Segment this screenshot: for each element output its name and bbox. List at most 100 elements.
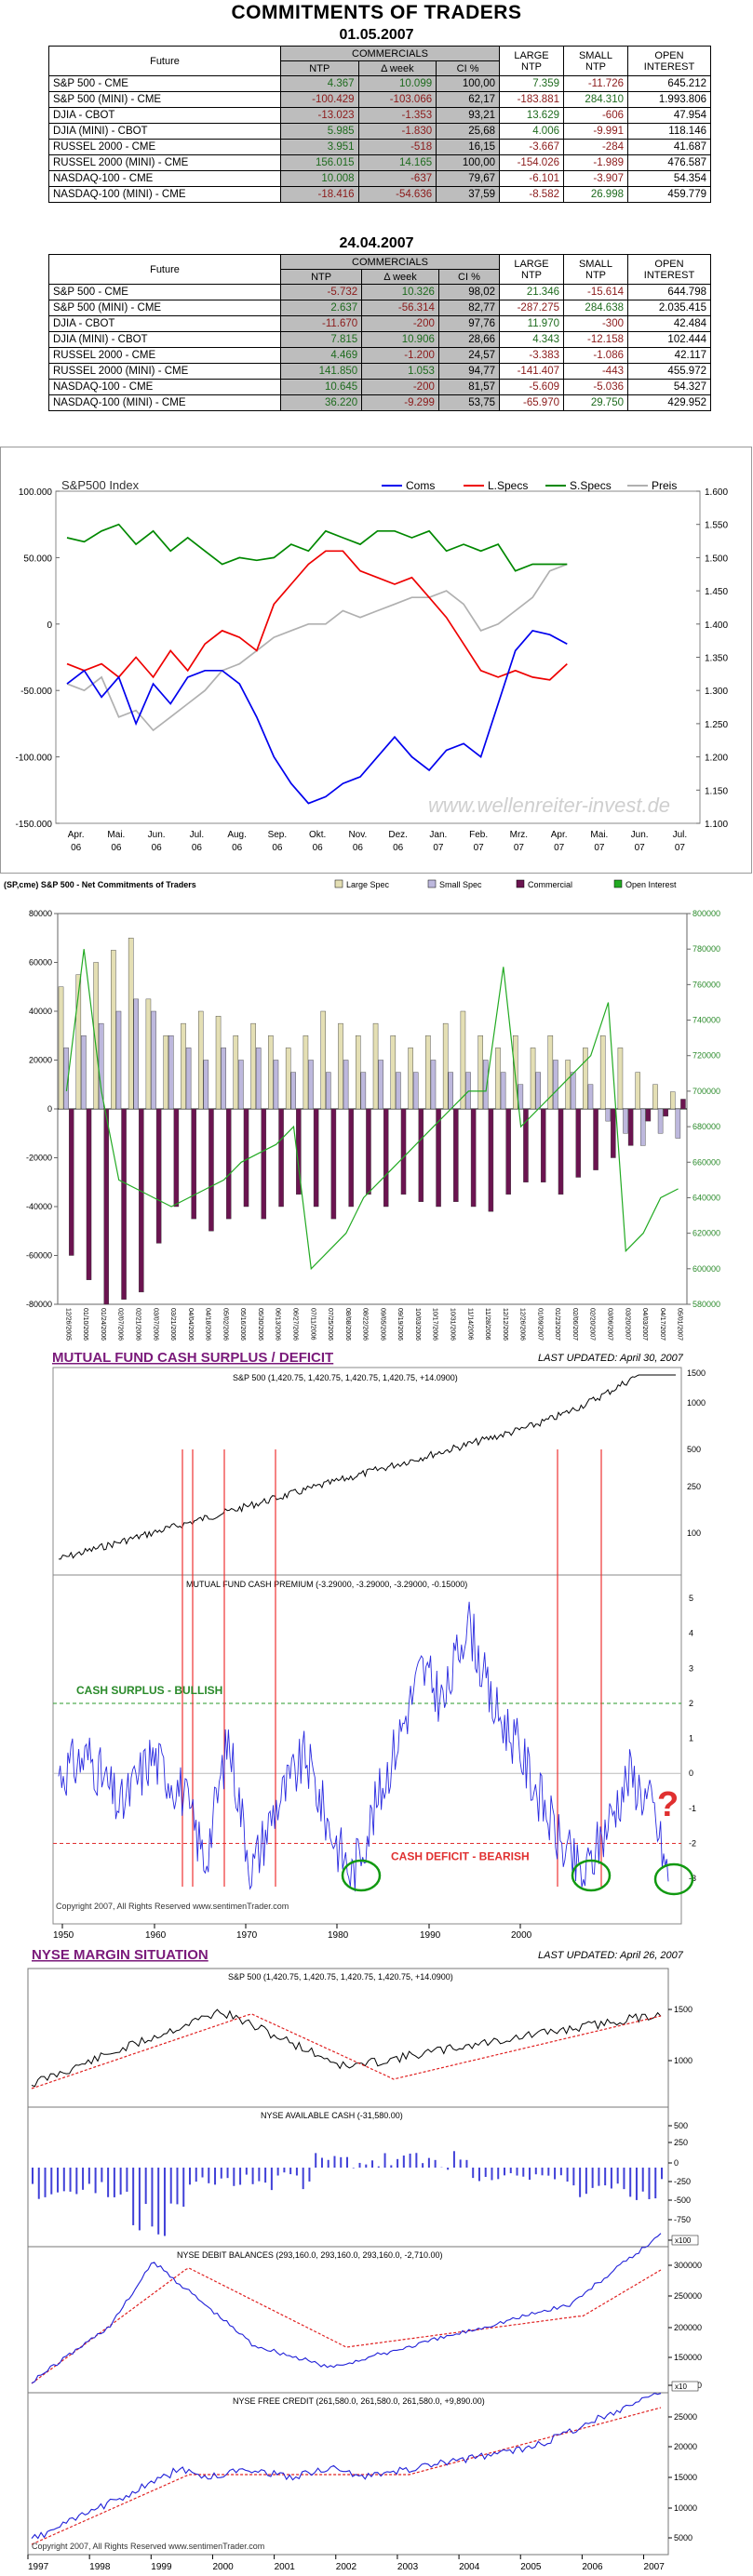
cash-bar (94, 2168, 97, 2194)
table-row: NASDAQ-100 - CME 10.645 -200 81,57 -5.609 -5.… (48, 379, 711, 395)
cash-bar (101, 2168, 103, 2182)
cell-dweek: 10.326 (361, 284, 439, 300)
bar-large (583, 1048, 588, 1110)
cash-bar (270, 2168, 273, 2191)
x-tick-label: 1999 (151, 2562, 172, 2572)
bar-commercial (348, 1108, 354, 1208)
cell-dweek: -1.353 (357, 107, 437, 124)
bar-commercial (313, 1108, 319, 1208)
x-tick-label: 07 (433, 843, 444, 853)
bar-large (93, 962, 99, 1110)
cash-bar (245, 2168, 248, 2175)
y-tick-label: 40000 (29, 1007, 52, 1016)
bar-small (81, 1035, 87, 1110)
cash-bar (50, 2168, 53, 2195)
y2-tick-label: 760000 (692, 980, 720, 989)
cell-ntp: 2.637 (279, 300, 363, 316)
col-header-large: LARGE NTP (499, 254, 564, 285)
panel-label: S&P 500 (1,420.75, 1,420.75, 1,420.75, 1… (233, 1373, 458, 1382)
bar-commercial (330, 1108, 337, 1220)
legend-label: Large Spec (346, 880, 390, 889)
bar-large (58, 986, 64, 1110)
legend-label: L.Specs (488, 479, 528, 492)
cash-bar (427, 2157, 430, 2168)
y-tick-label: 500 (687, 1445, 701, 1454)
bar-commercial (191, 1108, 196, 1220)
x-tick-label: 06 (393, 843, 404, 853)
cell-small-ntp: -443 (563, 363, 628, 380)
bar-large (215, 1016, 222, 1110)
cell-ci: 24,57 (437, 347, 501, 364)
y-tick-label: 100 (687, 1528, 701, 1538)
cell-open-interest: 42.117 (627, 347, 711, 364)
row-future-name: NASDAQ-100 - CME (48, 170, 281, 187)
col-header-small: SMALL NTP (563, 254, 628, 285)
bar-small (238, 1060, 244, 1110)
x-tick-label: Okt. (309, 830, 326, 840)
cell-large-ntp: 13.629 (499, 107, 564, 124)
page-title: COMMITMENTS OF TRADERS (231, 2, 522, 23)
bar-large (670, 1091, 676, 1110)
row-future-name: NASDAQ-100 (MINI) - CME (48, 186, 281, 203)
cell-ntp: -11.670 (279, 315, 363, 332)
y2-tick-label: 1.500 (705, 554, 728, 564)
table-row: RUSSEL 2000 (MINI) - CME 156.015 14.165 100… (48, 154, 711, 171)
cell-ntp: -5.732 (279, 284, 363, 300)
bar-large (547, 1035, 554, 1110)
bar-commercial (418, 1108, 424, 1202)
bar-small (115, 1010, 122, 1110)
cell-large-ntp: -65.970 (499, 394, 564, 411)
cash-bar (138, 2168, 141, 2231)
x-tick-label: Dez. (388, 830, 408, 840)
x-tick-label: 04/03/2007 (641, 1308, 648, 1341)
cell-large-ntp: -141.407 (499, 363, 564, 380)
table-row: S&P 500 (MINI) - CME 2.637 -56.314 82,77 -28… (48, 300, 711, 316)
panel-4 (27, 2392, 669, 2556)
bar-small (360, 1072, 367, 1110)
x-tick-label: 03/20/2007 (624, 1308, 630, 1341)
cash-bar (383, 2153, 386, 2168)
cash-bar (289, 2168, 292, 2175)
bar-commercial (453, 1108, 459, 1202)
y-tick-label: 500 (674, 2121, 688, 2130)
x-tick-label: 1997 (28, 2562, 49, 2572)
row-future-name: DJIA (MINI) - CBOT (48, 123, 281, 140)
bar-small (518, 1084, 524, 1110)
cell-open-interest: 2.035.415 (627, 300, 711, 316)
y2-tick-label: 1.450 (705, 587, 728, 597)
cell-large-ntp: -5.609 (499, 379, 564, 395)
bar-large (425, 1035, 431, 1110)
highlight-circle (571, 1859, 612, 1892)
panel-label: MUTUAL FUND CASH PREMIUM (-3.29000, -3.2… (186, 1580, 467, 1589)
y-tick-label: -50.000 (20, 687, 52, 697)
x-tick-label: Jul. (190, 830, 205, 840)
cash-bar (44, 2168, 47, 2197)
cash-bar (37, 2168, 40, 2199)
table-row: DJIA (MINI) - CBOT 7.815 10.906 28,66 4.343-… (48, 331, 711, 348)
mutual-fund-panel: MUTUAL FUND CASH SURPLUS / DEFICIT LAST U… (0, 1347, 753, 1942)
y-tick-label: -100.000 (16, 754, 53, 764)
cell-large-ntp: -287.275 (499, 300, 564, 316)
y2-tick-label: 640000 (692, 1193, 720, 1202)
cell-open-interest: 1.993.806 (627, 91, 711, 108)
x-tick-label: 07 (635, 843, 646, 853)
row-future-name: RUSSEL 2000 - CME (48, 347, 281, 364)
x-tick-label: 02/06/2007 (571, 1308, 578, 1341)
x-tick-label: 07 (675, 843, 686, 853)
x-tick-label: 04/18/2006 (205, 1308, 211, 1341)
x-tick-label: 07 (474, 843, 485, 853)
x-tick-label: 06 (152, 843, 163, 853)
cash-bar (472, 2168, 475, 2179)
cell-small-ntp: -11.726 (563, 75, 628, 92)
col-header-small: SMALL NTP (563, 46, 628, 76)
cash-bar (75, 2168, 78, 2195)
bar-small (483, 1060, 489, 1110)
cash-bar (623, 2168, 625, 2190)
legend-label: Preis (652, 479, 677, 492)
bar-large (495, 1048, 501, 1110)
x-tick-label: 01/10/2006 (82, 1308, 88, 1341)
x-tick-label: 08/22/2006 (362, 1308, 369, 1341)
bar-commercial (173, 1108, 180, 1208)
cell-ntp: 10.008 (280, 170, 359, 187)
x-tick-label: 06 (111, 843, 122, 853)
